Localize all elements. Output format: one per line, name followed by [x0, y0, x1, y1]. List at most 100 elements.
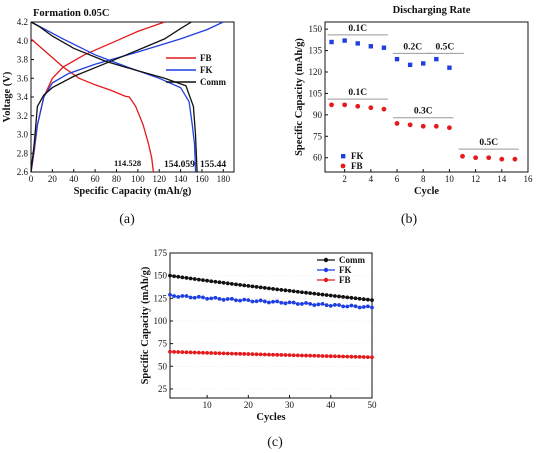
point-fk [365, 304, 370, 309]
point-fk [320, 302, 325, 306]
point-comm [324, 293, 329, 297]
point-fk [345, 304, 350, 309]
series-fb-line [169, 351, 373, 358]
point-fk [368, 44, 374, 49]
x-tick-label-b: 6 [395, 174, 400, 184]
x-tick-label-a: 100 [131, 174, 145, 184]
point-comm [262, 285, 267, 290]
y-tick-label-c: 25 [158, 384, 168, 394]
point-comm [250, 284, 255, 289]
point-comm [295, 289, 300, 294]
y-tick-label-b: 75 [313, 131, 323, 141]
point-fb [341, 354, 346, 359]
y-tick-label-a: 3.6 [17, 73, 29, 83]
point-fb [407, 122, 413, 128]
point-fk [213, 295, 218, 300]
point-fk [168, 292, 172, 297]
point-fb [308, 353, 313, 358]
point-comm [300, 290, 304, 295]
point-comm [201, 278, 205, 283]
legend-marker-fk [323, 267, 329, 273]
point-comm [316, 292, 321, 297]
x-tick-label-a: 160 [195, 174, 209, 184]
point-fk [221, 297, 226, 302]
point-comm [328, 293, 333, 298]
x-tick-label-b: 4 [369, 174, 374, 184]
y-tick-label-c: 175 [154, 248, 168, 258]
point-fk [229, 296, 234, 301]
point-comm [238, 282, 242, 287]
point-comm [345, 295, 350, 300]
point-comm [361, 297, 366, 302]
point-fb [473, 155, 479, 161]
point-fk [201, 295, 205, 300]
point-fk [250, 299, 255, 304]
point-fk [300, 302, 304, 306]
legend-label-fb: FB [339, 275, 351, 285]
point-comm [184, 276, 189, 280]
y-tick-label-b: 90 [313, 110, 323, 120]
point-fk [283, 301, 288, 306]
point-fk [349, 303, 354, 308]
point-comm [217, 280, 222, 285]
point-comm [304, 290, 308, 295]
rate-label: 0.3C [414, 107, 433, 117]
point-fk [279, 300, 284, 305]
x-tick-label-b: 12 [471, 174, 480, 184]
x-tick-label-b: 10 [445, 174, 455, 184]
point-fb [381, 106, 387, 112]
chart-title-b: Discharging Rate [393, 5, 471, 16]
point-fk [234, 298, 238, 303]
legend-label-comm: Comm [339, 255, 365, 265]
point-fb [229, 351, 234, 356]
x-axis-label-b: Cycle [414, 186, 439, 197]
x-tick-label-a: 120 [152, 174, 166, 184]
y-tick-label-c: 100 [154, 316, 168, 326]
point-fb [316, 353, 321, 358]
point-fb [332, 354, 337, 359]
point-fb [499, 156, 505, 162]
point-comm [205, 278, 210, 283]
point-fb [512, 156, 518, 162]
point-fb [287, 353, 292, 358]
rate-label: 0.1C [348, 88, 367, 98]
point-fb [242, 352, 247, 356]
point-fb [234, 351, 238, 356]
point-fb [267, 352, 271, 357]
point-comm [370, 298, 374, 303]
y-tick-label-a: 3.0 [17, 130, 29, 140]
point-comm [180, 275, 185, 280]
x-tick-label-a: 40 [69, 174, 79, 184]
point-fk [381, 45, 387, 50]
point-comm [308, 291, 313, 296]
legend-marker-comm [323, 257, 329, 263]
point-fk [176, 295, 181, 299]
point-fb [209, 351, 214, 355]
point-fb [172, 350, 177, 354]
point-fk [329, 39, 334, 45]
caption-a: (a) [119, 212, 135, 227]
x-tick-label-a: 20 [48, 174, 58, 184]
point-fb [304, 353, 308, 358]
capacity-annotation: 154.059 [164, 160, 195, 170]
point-fb [168, 349, 172, 354]
point-comm [254, 284, 259, 289]
legend-label-comm: Comm [200, 77, 226, 87]
point-comm [312, 291, 317, 296]
point-fk [238, 298, 242, 303]
y-tick-label-a: 2.8 [17, 148, 29, 158]
point-fb [365, 355, 370, 360]
series-fb-discharge-curve [30, 38, 155, 173]
y-tick-label-c: 150 [154, 271, 168, 281]
point-fk [370, 305, 374, 310]
point-fk [355, 41, 360, 46]
chart-title-a: Formation 0.05C [33, 8, 109, 19]
point-fb [176, 350, 181, 354]
rate-label: 0.2C [403, 42, 422, 52]
point-fb [196, 350, 201, 355]
x-tick-label-b: 8 [421, 174, 426, 184]
y-tick-label-a: 2.6 [17, 167, 29, 177]
point-comm [242, 283, 247, 288]
